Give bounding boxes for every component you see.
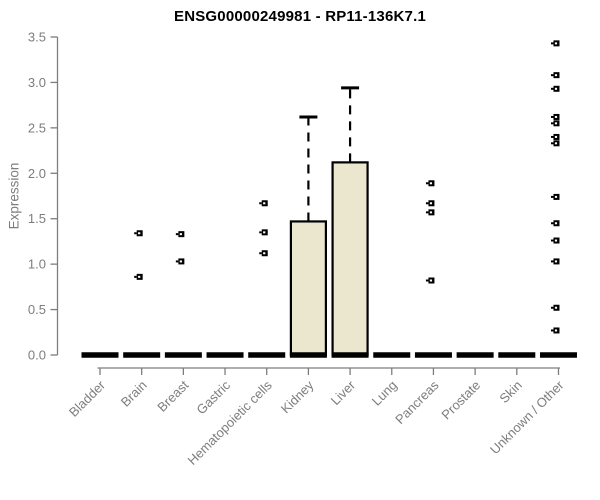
outlier-point-hole [429,202,433,205]
outlier-point-nub [175,233,179,236]
median-bar [248,352,286,358]
outlier-point-hole [554,142,558,145]
y-tick-label: 1.0 [28,257,46,272]
x-tick-label: Lung [369,378,400,409]
outlier-point-hole [554,122,558,125]
outlier-point-nub [259,202,262,205]
outlier-point-hole [554,222,558,225]
outlier-point-hole [554,306,558,309]
outlier-point-nub [550,142,554,145]
outlier-point-nub [425,182,429,185]
outlier-point-hole [429,211,433,214]
median-bar [81,352,119,358]
outlier-point-hole [138,232,141,235]
y-tick-label: 0.0 [28,348,46,363]
outlier-point-hole [263,231,266,234]
outlier-point-nub [425,202,429,205]
outlier-point-hole [554,135,558,138]
x-tick-label: Brain [118,378,150,410]
median-bar [206,352,244,358]
outlier-point-nub [550,135,554,138]
outlier-point-hole [179,260,182,263]
outlier-point-nub [134,232,137,235]
y-tick-label: 1.5 [28,211,46,226]
y-tick-label: 3.0 [28,75,46,90]
outlier-point-hole [554,115,558,118]
outlier-point-nub [550,74,554,77]
outlier-point-hole [554,74,558,77]
y-tick-label: 3.5 [28,30,46,45]
outlier-point-nub [550,260,554,263]
outlier-point-nub [425,211,429,214]
x-tick-label: Skin [496,378,524,406]
y-tick-label: 0.5 [28,302,46,317]
median-bar [498,352,536,358]
outlier-point-nub [550,329,554,332]
median-bar [414,352,452,358]
x-tick-label: Prostate [438,378,483,423]
x-tick-label: Liver [328,377,359,408]
outlier-point-nub [259,252,262,255]
outlier-point-hole [554,87,558,90]
outlier-point-nub [550,42,554,45]
outlier-point-nub [550,222,554,225]
outlier-point-hole [554,42,558,45]
median-bar [123,352,161,358]
outlier-point-nub [550,239,554,242]
outlier-point-nub [550,122,554,125]
median-bar [331,352,369,358]
median-bar [456,352,494,358]
y-tick-label: 2.5 [28,120,46,135]
outlier-point-hole [554,195,558,198]
outlier-point-nub [175,260,179,263]
median-bar [539,352,577,358]
outlier-point-nub [259,231,262,234]
outlier-point-hole [263,252,266,255]
outlier-point-nub [425,279,429,282]
median-bar [289,352,327,358]
x-tick-label: Unknown / Other [487,377,567,457]
outlier-point-nub [550,195,554,198]
outlier-point-hole [429,182,433,185]
median-bar [373,352,411,358]
x-tick-label: Gastric [193,377,233,417]
x-tick-label: Breast [154,377,191,414]
chart-title: ENSG00000249981 - RP11-136K7.1 [173,8,426,25]
outlier-point-hole [179,233,182,236]
box-liver [331,161,369,357]
x-tick-label: Pancreas [392,377,442,427]
outlier-point-hole [554,329,558,332]
box-kidney [289,220,327,357]
y-tick-label: 2.0 [28,166,46,181]
median-bar [164,352,202,358]
outlier-point-nub [550,306,554,309]
x-tick-label: Bladder [66,377,109,420]
outlier-point-hole [429,279,433,282]
x-tick-label: Kidney [278,377,317,416]
outlier-point-nub [134,275,137,278]
outlier-point-hole [554,239,558,242]
outlier-point-nub [550,87,554,90]
outlier-point-hole [138,275,141,278]
outlier-point-hole [554,260,558,263]
outlier-point-hole [263,202,266,205]
outlier-point-nub [550,115,554,118]
